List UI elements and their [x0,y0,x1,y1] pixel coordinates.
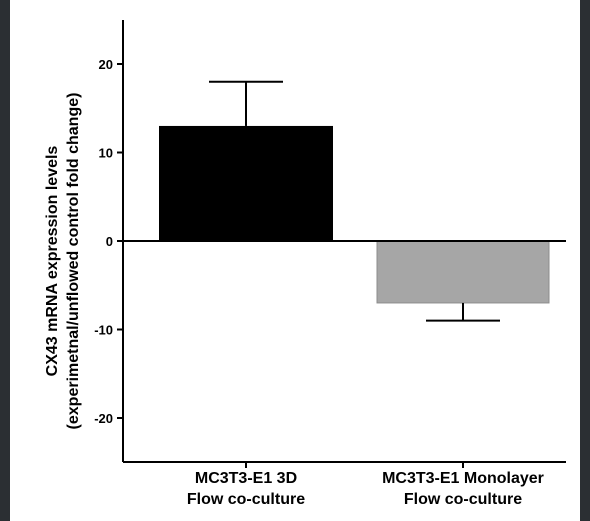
y-tick-label: -10 [94,323,113,338]
category-label-1-line-2: Flow co-culture [187,491,305,508]
axes-layer [117,20,566,468]
category-label-2-line-1: MC3T3-E1 Monolayer [382,470,544,487]
y-tick-label: -20 [94,411,113,426]
error-bars-layer [209,80,500,322]
chart-panel: 20 10 0 -10 -20 MC3T3-E1 3D Flow co-culture MC3… [10,0,580,521]
bars-layer [159,125,550,304]
y-tick-label: 10 [99,146,113,161]
y-axis-title-line-2: (experimetnal/unflowed control fold chan… [65,93,82,430]
y-tick-label: 0 [106,234,113,249]
labels-layer: 20 10 0 -10 -20 MC3T3-E1 3D Flow co-culture MC3… [44,57,544,508]
category-label-2-line-2: Flow co-culture [404,491,522,508]
y-axis-title-line-1: CX43 mRNA expression levels [44,146,61,377]
bar-1 [159,125,333,241]
category-label-1-line-1: MC3T3-E1 3D [195,470,297,487]
y-tick-label: 20 [99,57,113,72]
bar-chart: 20 10 0 -10 -20 MC3T3-E1 3D Flow co-culture MC3… [44,20,566,508]
bar-2 [376,240,550,304]
